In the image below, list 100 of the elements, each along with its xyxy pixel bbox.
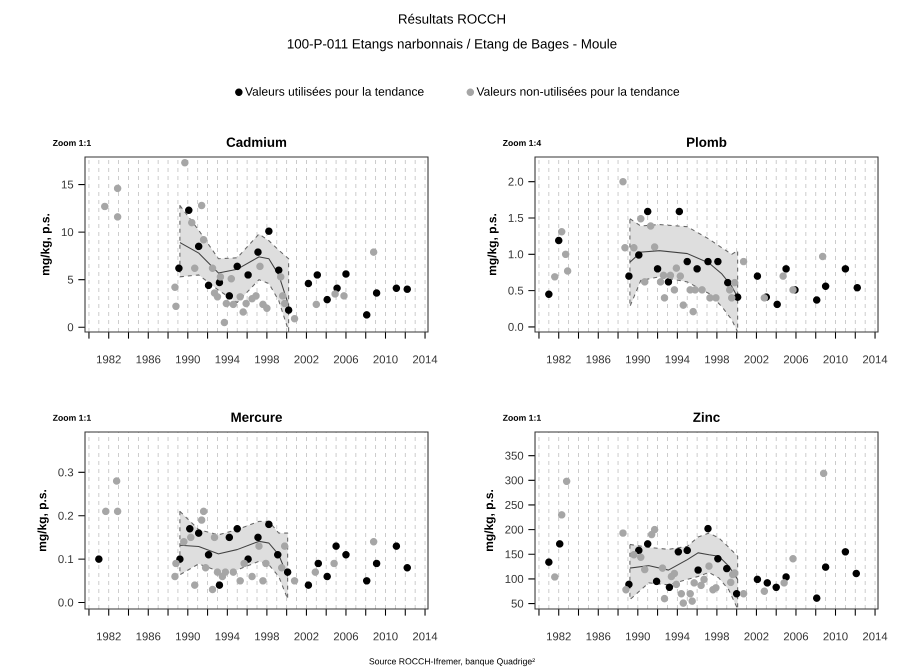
- point: [621, 244, 629, 252]
- point: [333, 284, 341, 292]
- point: [672, 580, 680, 588]
- point: [654, 265, 662, 273]
- text: Zoom 1:4: [502, 140, 542, 146]
- y-axis-title: mg/kg, p.s.: [484, 490, 496, 552]
- y-tick-label: 200: [505, 526, 524, 534]
- point: [340, 292, 348, 300]
- point: [842, 265, 850, 273]
- point: [284, 306, 292, 314]
- point: [724, 278, 732, 286]
- point: [656, 278, 664, 286]
- point: [723, 564, 731, 572]
- point: [650, 526, 658, 534]
- point: [222, 568, 230, 576]
- point: [172, 560, 180, 568]
- point: [208, 586, 216, 594]
- point: [204, 551, 212, 559]
- point: [625, 272, 633, 280]
- point: [782, 573, 790, 581]
- point: [202, 564, 210, 572]
- point: [822, 282, 830, 290]
- point: [678, 590, 686, 598]
- x-tick-label: 2006: [784, 355, 808, 364]
- point: [230, 300, 238, 308]
- text: Zoom 1:1: [52, 140, 91, 146]
- y-tick-label: 1.5: [508, 214, 524, 222]
- point: [556, 540, 564, 548]
- point: [236, 293, 244, 301]
- point: [370, 248, 378, 256]
- x-tick-label: 1986: [586, 632, 610, 640]
- point: [180, 538, 188, 546]
- point: [697, 582, 705, 590]
- point: [690, 579, 698, 587]
- point: [754, 576, 762, 584]
- point: [190, 264, 198, 272]
- point: [175, 264, 183, 272]
- point: [740, 258, 748, 266]
- point: [244, 271, 252, 279]
- x-tick-label: 1994: [666, 355, 690, 364]
- point: [760, 588, 768, 595]
- point: [233, 525, 241, 532]
- x-tick-label: 1982: [96, 632, 121, 640]
- point: [404, 564, 411, 572]
- point: [545, 290, 553, 298]
- x-tick-label: 2006: [334, 355, 358, 364]
- point: [314, 271, 322, 279]
- text: 100-P-011 Etangs narbonnais / Etang de Bages - Moule: [288, 38, 617, 52]
- point: [284, 568, 292, 576]
- point: [670, 570, 678, 578]
- point: [314, 560, 322, 568]
- point: [700, 576, 708, 584]
- point: [554, 236, 562, 244]
- point: [664, 278, 672, 286]
- point: [226, 292, 234, 300]
- chart-title: Cadmium: [226, 137, 286, 147]
- y-tick-label: 0: [68, 323, 74, 332]
- point: [280, 300, 288, 308]
- point: [551, 573, 559, 581]
- point: [112, 477, 120, 485]
- text: Zoom 1:1: [52, 414, 91, 421]
- point: [740, 590, 748, 598]
- point: [773, 300, 781, 308]
- point: [274, 551, 282, 559]
- point: [312, 300, 320, 308]
- point: [181, 158, 189, 166]
- point: [812, 296, 820, 304]
- point: [226, 534, 234, 542]
- point: [780, 579, 788, 587]
- x-tick-label: 1990: [626, 632, 650, 640]
- point: [332, 542, 340, 550]
- y-tick-label: 0.5: [508, 286, 524, 295]
- point: [194, 242, 202, 250]
- point: [698, 286, 706, 294]
- point: [842, 548, 850, 556]
- y-tick-label: 150: [506, 550, 524, 558]
- point: [362, 577, 370, 585]
- point: [562, 478, 570, 486]
- x-tick-label: 1986: [586, 355, 610, 364]
- point: [564, 267, 572, 275]
- point: [822, 563, 830, 571]
- x-tick-label: 1982: [96, 355, 121, 364]
- point: [680, 301, 688, 309]
- x-tick-label: 2002: [744, 632, 768, 640]
- point: [714, 554, 722, 562]
- point: [812, 594, 820, 602]
- chart-title: Plomb: [687, 137, 726, 147]
- point: [312, 568, 320, 576]
- point: [275, 266, 282, 274]
- chart-title: Mercure: [231, 412, 282, 422]
- x-tick-label: 2010: [823, 355, 848, 364]
- point: [779, 272, 787, 280]
- point: [676, 208, 684, 216]
- point: [236, 577, 244, 585]
- point: [732, 590, 740, 598]
- point: [323, 572, 331, 580]
- y-tick-label: 50: [511, 600, 524, 608]
- point: [650, 243, 658, 251]
- point: [204, 282, 212, 290]
- y-tick-label: 300: [505, 476, 524, 484]
